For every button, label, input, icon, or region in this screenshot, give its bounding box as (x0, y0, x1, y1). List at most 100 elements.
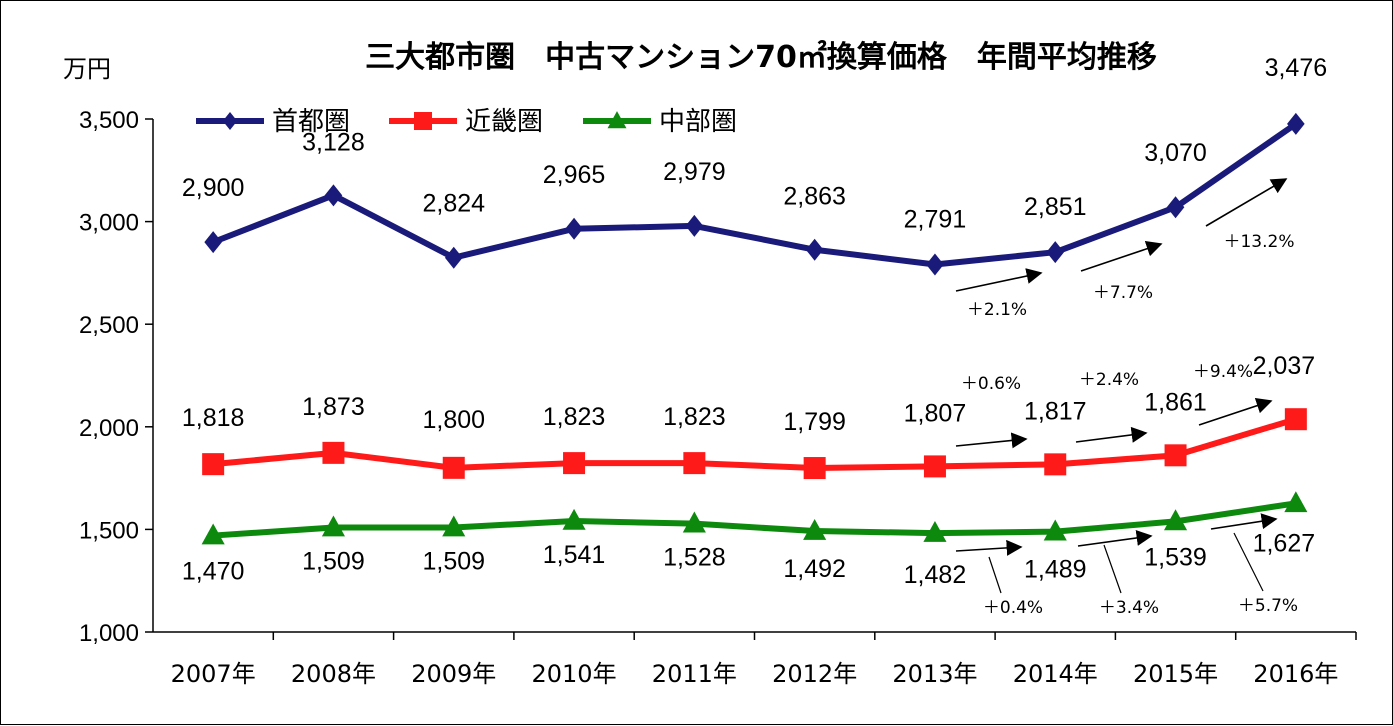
data-label: 1,492 (783, 555, 846, 583)
x-tick-label: 2016年 (1253, 660, 1338, 688)
data-label: 1,470 (182, 558, 245, 586)
triangle-marker (442, 515, 466, 537)
square-marker (803, 457, 826, 480)
x-tick-label: 2011年 (652, 660, 737, 688)
growth-label: ＋13.2% (1223, 232, 1294, 252)
square-marker (1164, 444, 1187, 467)
data-label: 1,800 (422, 406, 485, 434)
x-tick-label: 2012年 (772, 660, 857, 688)
legend: 首都圏 近畿圏 中部圏 (196, 107, 737, 137)
legend-label: 近畿圏 (465, 107, 543, 137)
diamond-marker (685, 214, 704, 237)
data-label: 1,539 (1144, 543, 1207, 571)
data-label: 1,482 (904, 561, 967, 589)
square-marker (414, 112, 432, 130)
data-label: 2,863 (783, 183, 846, 211)
growth-label: ＋9.4% (1193, 362, 1253, 382)
triangle-marker (1164, 509, 1188, 531)
data-label: 1,861 (1144, 388, 1207, 416)
data-label: 2,979 (663, 158, 726, 186)
chart-title: 三大都市圏 中古マンション70㎡換算価格 年間平均推移 (365, 40, 1157, 75)
growth-arrows: ＋2.1% ＋7.7% ＋13.2% ＋0.6% ＋2.4% ＋9.4% ＋0.4% ＋3.4… (955, 178, 1298, 618)
series-lines (212, 121, 1298, 539)
growth-arrow (1080, 241, 1163, 272)
diamond-marker (565, 217, 583, 240)
growth-label: ＋7.7% (1093, 283, 1153, 303)
data-label: 1,823 (663, 403, 726, 431)
growth-arrow (955, 268, 1043, 292)
x-ticks: 2007年 2008年 2009年 2010年 2011年 2012年 2013年 2014年… (171, 632, 1357, 688)
x-tick-label: 2009年 (411, 660, 496, 688)
data-label: 1,489 (1024, 556, 1087, 584)
data-label: 2,900 (182, 174, 245, 202)
y-tick-label: 3,500 (79, 107, 139, 134)
growth-arrow (1077, 530, 1153, 547)
square-marker (1284, 408, 1307, 431)
data-label: 1,627 (1253, 529, 1316, 557)
growth-leader (1233, 532, 1264, 592)
data-label: 1,541 (543, 541, 606, 569)
growth-label: ＋0.4% (983, 598, 1043, 618)
square-marker (683, 452, 706, 475)
x-tick-label: 2010年 (532, 660, 617, 688)
y-tick-label: 1,500 (79, 517, 139, 544)
data-label: 2,791 (904, 205, 967, 233)
growth-label: ＋2.1% (967, 300, 1027, 320)
x-tick-label: 2015年 (1133, 660, 1218, 688)
y-tick-label: 2,500 (79, 312, 139, 339)
diamond-marker (222, 112, 238, 130)
data-label: 2,851 (1024, 193, 1087, 221)
data-label: 3,070 (1144, 139, 1207, 167)
data-label: 1,817 (1024, 397, 1087, 425)
x-tick-label: 2007年 (171, 660, 256, 688)
triangle-marker (1043, 519, 1067, 541)
x-tick-label: 2008年 (291, 660, 376, 688)
growth-leader (988, 556, 1002, 594)
data-label: 1,799 (783, 408, 846, 436)
data-label: 1,509 (422, 548, 485, 576)
growth-arrow (1075, 426, 1148, 443)
data-labels: 2,900 3,128 2,824 2,965 2,979 2,863 2,791 2,851… (182, 54, 1327, 589)
growth-arrow (1205, 178, 1288, 227)
growth-arrow (1210, 513, 1278, 530)
data-label: 1,873 (302, 393, 365, 421)
triangle-marker (1284, 491, 1308, 513)
triangle-marker (201, 523, 225, 545)
triangle-marker (321, 515, 345, 537)
x-tick-label: 2013年 (892, 660, 977, 688)
y-axis-unit: 万円 (63, 55, 111, 83)
y-tick-label: 3,000 (79, 210, 139, 237)
diamond-marker (204, 231, 222, 254)
data-label: 2,037 (1253, 352, 1316, 380)
growth-label: ＋5.7% (1238, 596, 1298, 616)
x-tick-label: 2014年 (1013, 660, 1098, 688)
y-ticks: 1,000 1,500 2,000 2,500 3,000 3,500 (79, 107, 153, 647)
data-label: 2,965 (543, 161, 606, 189)
growth-arrow (1198, 397, 1273, 426)
square-marker (923, 455, 946, 478)
diamond-marker (926, 253, 944, 276)
growth-label: ＋2.4% (1079, 370, 1139, 390)
y-tick-label: 2,000 (79, 415, 139, 442)
growth-leader (1103, 544, 1122, 594)
square-marker (202, 453, 225, 476)
square-marker (563, 452, 586, 475)
y-tick-label: 1,000 (79, 620, 139, 647)
diamond-marker (324, 184, 343, 207)
square-marker (322, 441, 345, 464)
diamond-marker (1166, 196, 1185, 219)
triangle-marker (682, 511, 706, 533)
data-label: 3,476 (1265, 54, 1328, 82)
markers (201, 112, 1308, 545)
growth-arrow (955, 539, 1023, 556)
diamond-marker (1287, 112, 1305, 135)
triangle-marker (923, 520, 947, 542)
data-label: 1,509 (302, 548, 365, 576)
triangle-marker (803, 518, 827, 540)
square-marker (1044, 453, 1067, 476)
data-label: 2,824 (422, 190, 485, 218)
square-marker (442, 456, 465, 479)
growth-arrow (955, 432, 1028, 449)
